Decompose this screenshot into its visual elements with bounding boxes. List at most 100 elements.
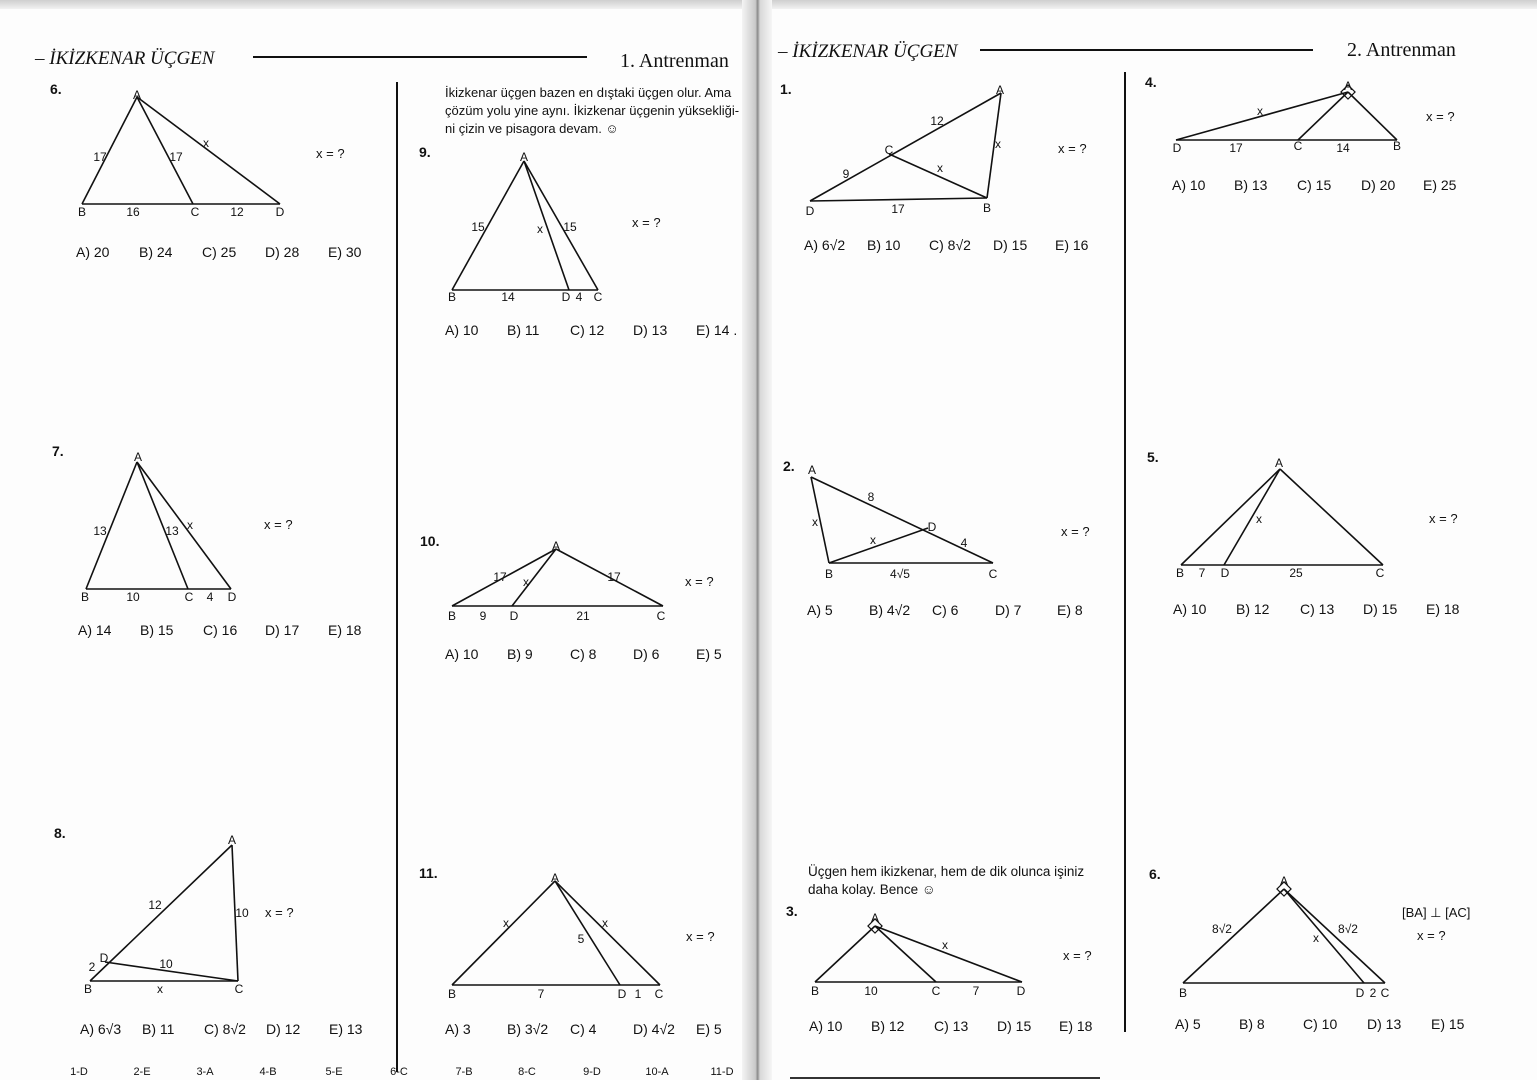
option-b[interactable]: B) 9 [507,646,533,662]
option-d[interactable]: D) 20 [1361,177,1395,193]
figure-label: C [885,143,894,157]
segment-ac [136,96,194,205]
question-r6: 6. A 8√2 x 8√2 B D 2 Cx = ? A) 5 B) 8 C) 10 D) 13 E) … [1149,866,1465,1032]
option-a[interactable]: A) 10 [1173,601,1207,617]
triangle-figure: A 8√2 x 8√2 B D 2 C [1179,874,1390,1000]
figure-label: 17 [891,202,905,216]
figure-label: C [594,290,603,304]
option-e[interactable]: E) 18 [1059,1018,1093,1034]
segment-ac [231,844,239,982]
option-c[interactable]: C) 13 [934,1018,968,1034]
option-a[interactable]: A) 5 [1175,1016,1201,1032]
option-d[interactable]: D) 15 [1363,601,1397,617]
option-c[interactable]: C) 13 [1300,601,1334,617]
question-number: 5. [1147,449,1159,465]
option-d[interactable]: D) 13 [633,322,667,338]
option-e[interactable]: E) 18 [328,622,362,638]
question-number: 9. [419,144,431,160]
figure-label: x [1313,931,1319,945]
figure-label: D [276,205,285,219]
option-a[interactable]: A) 10 [809,1018,843,1034]
option-c[interactable]: C) 10 [1303,1016,1337,1032]
option-b[interactable]: B) 11 [507,322,540,338]
option-e[interactable]: E) 8 [1057,602,1083,618]
option-c[interactable]: C) 12 [570,322,604,338]
figure-label: D [510,609,519,623]
option-c[interactable]: C) 15 [1297,177,1331,193]
option-c[interactable]: C) 8 [570,646,597,662]
option-e[interactable]: E) 14 . [696,322,737,338]
segment-ac [1283,888,1386,984]
option-d[interactable]: D) 4√2 [633,1021,675,1037]
right-header-section: 2. Antrenman [1347,39,1456,61]
segment-ab [89,844,233,982]
figure-label: x [503,916,509,930]
figure-label: A [871,911,879,925]
option-b[interactable]: B) 3√2 [507,1021,548,1037]
option-e[interactable]: E) 25 [1423,177,1457,193]
option-a[interactable]: A) 14 [78,622,112,638]
option-a[interactable]: A) 6√3 [80,1021,121,1037]
question-r1: 1. A 12 x x C 9 17 D Bx = ? A) 6√2 B) 10 C) 8√2 D) 15… [780,81,1089,253]
question-number: 10. [420,533,439,549]
option-a[interactable]: A) 6√2 [804,237,845,253]
option-b[interactable]: B) 15 [140,622,174,638]
option-c[interactable]: C) 8√2 [204,1021,246,1037]
option-e[interactable]: E) 15 [1431,1016,1465,1032]
option-e[interactable]: E) 5 [696,646,722,662]
option-a[interactable]: A) 10 [445,646,479,662]
option-b[interactable]: B) 24 [139,244,173,260]
option-d[interactable]: D) 15 [997,1018,1031,1034]
option-e[interactable]: E) 13 [329,1021,363,1037]
option-a[interactable]: A) 10 [1172,177,1206,193]
figure-label: C [932,984,941,998]
option-b[interactable]: B) 12 [871,1018,905,1034]
figure-label: x [942,938,948,952]
option-e[interactable]: E) 5 [696,1021,722,1037]
figure-label: A [133,88,141,102]
option-d[interactable]: D) 13 [1367,1016,1401,1032]
option-b[interactable]: B) 10 [867,237,901,253]
option-e[interactable]: E) 30 [328,244,362,260]
option-d[interactable]: D) 12 [266,1021,300,1037]
option-c[interactable]: C) 25 [202,244,236,260]
option-d[interactable]: D) 15 [993,237,1027,253]
option-d[interactable]: D) 28 [265,244,299,260]
option-a[interactable]: A) 3 [445,1021,471,1037]
right-angle-mark [1340,84,1356,100]
segment-ad [874,925,1023,983]
option-b[interactable]: B) 11 [142,1021,175,1037]
option-a[interactable]: A) 10 [445,322,479,338]
figure-label: 12 [230,205,244,219]
option-e[interactable]: E) 18 [1426,601,1460,617]
option-b[interactable]: B) 4√2 [869,602,910,618]
segment-ad [554,880,621,986]
option-b[interactable]: B) 8 [1239,1016,1265,1032]
figure-label: B [825,567,833,581]
option-c[interactable]: C) 4 [570,1021,597,1037]
segment-dc [104,961,239,982]
option-d[interactable]: D) 17 [265,622,299,638]
option-b[interactable]: B) 12 [1236,601,1270,617]
option-c[interactable]: C) 6 [932,602,959,618]
segment-ac [874,925,937,983]
figure-label: 10 [235,906,249,920]
option-a[interactable]: A) 5 [807,602,833,618]
option-d[interactable]: D) 6 [633,646,660,662]
figure-label: 10 [126,590,140,604]
option-b[interactable]: B) 13 [1234,177,1268,193]
segment-ac [523,160,599,291]
option-c[interactable]: C) 16 [203,622,237,638]
option-d[interactable]: D) 7 [995,602,1022,618]
question-number: 8. [54,825,66,841]
figure-label: 13 [165,524,179,538]
figure-label: 1 [635,987,642,1001]
question-number: 7. [52,443,64,459]
figure-label: x [602,916,608,930]
option-a[interactable]: A) 20 [76,244,110,260]
figure-label: x [937,161,943,175]
option-e[interactable]: E) 16 [1055,237,1089,253]
figure-label: 8√2 [1338,922,1358,936]
triangle-figure: A 15 x 15 B 14 D 4 C [448,150,603,304]
option-c[interactable]: C) 8√2 [929,237,971,253]
